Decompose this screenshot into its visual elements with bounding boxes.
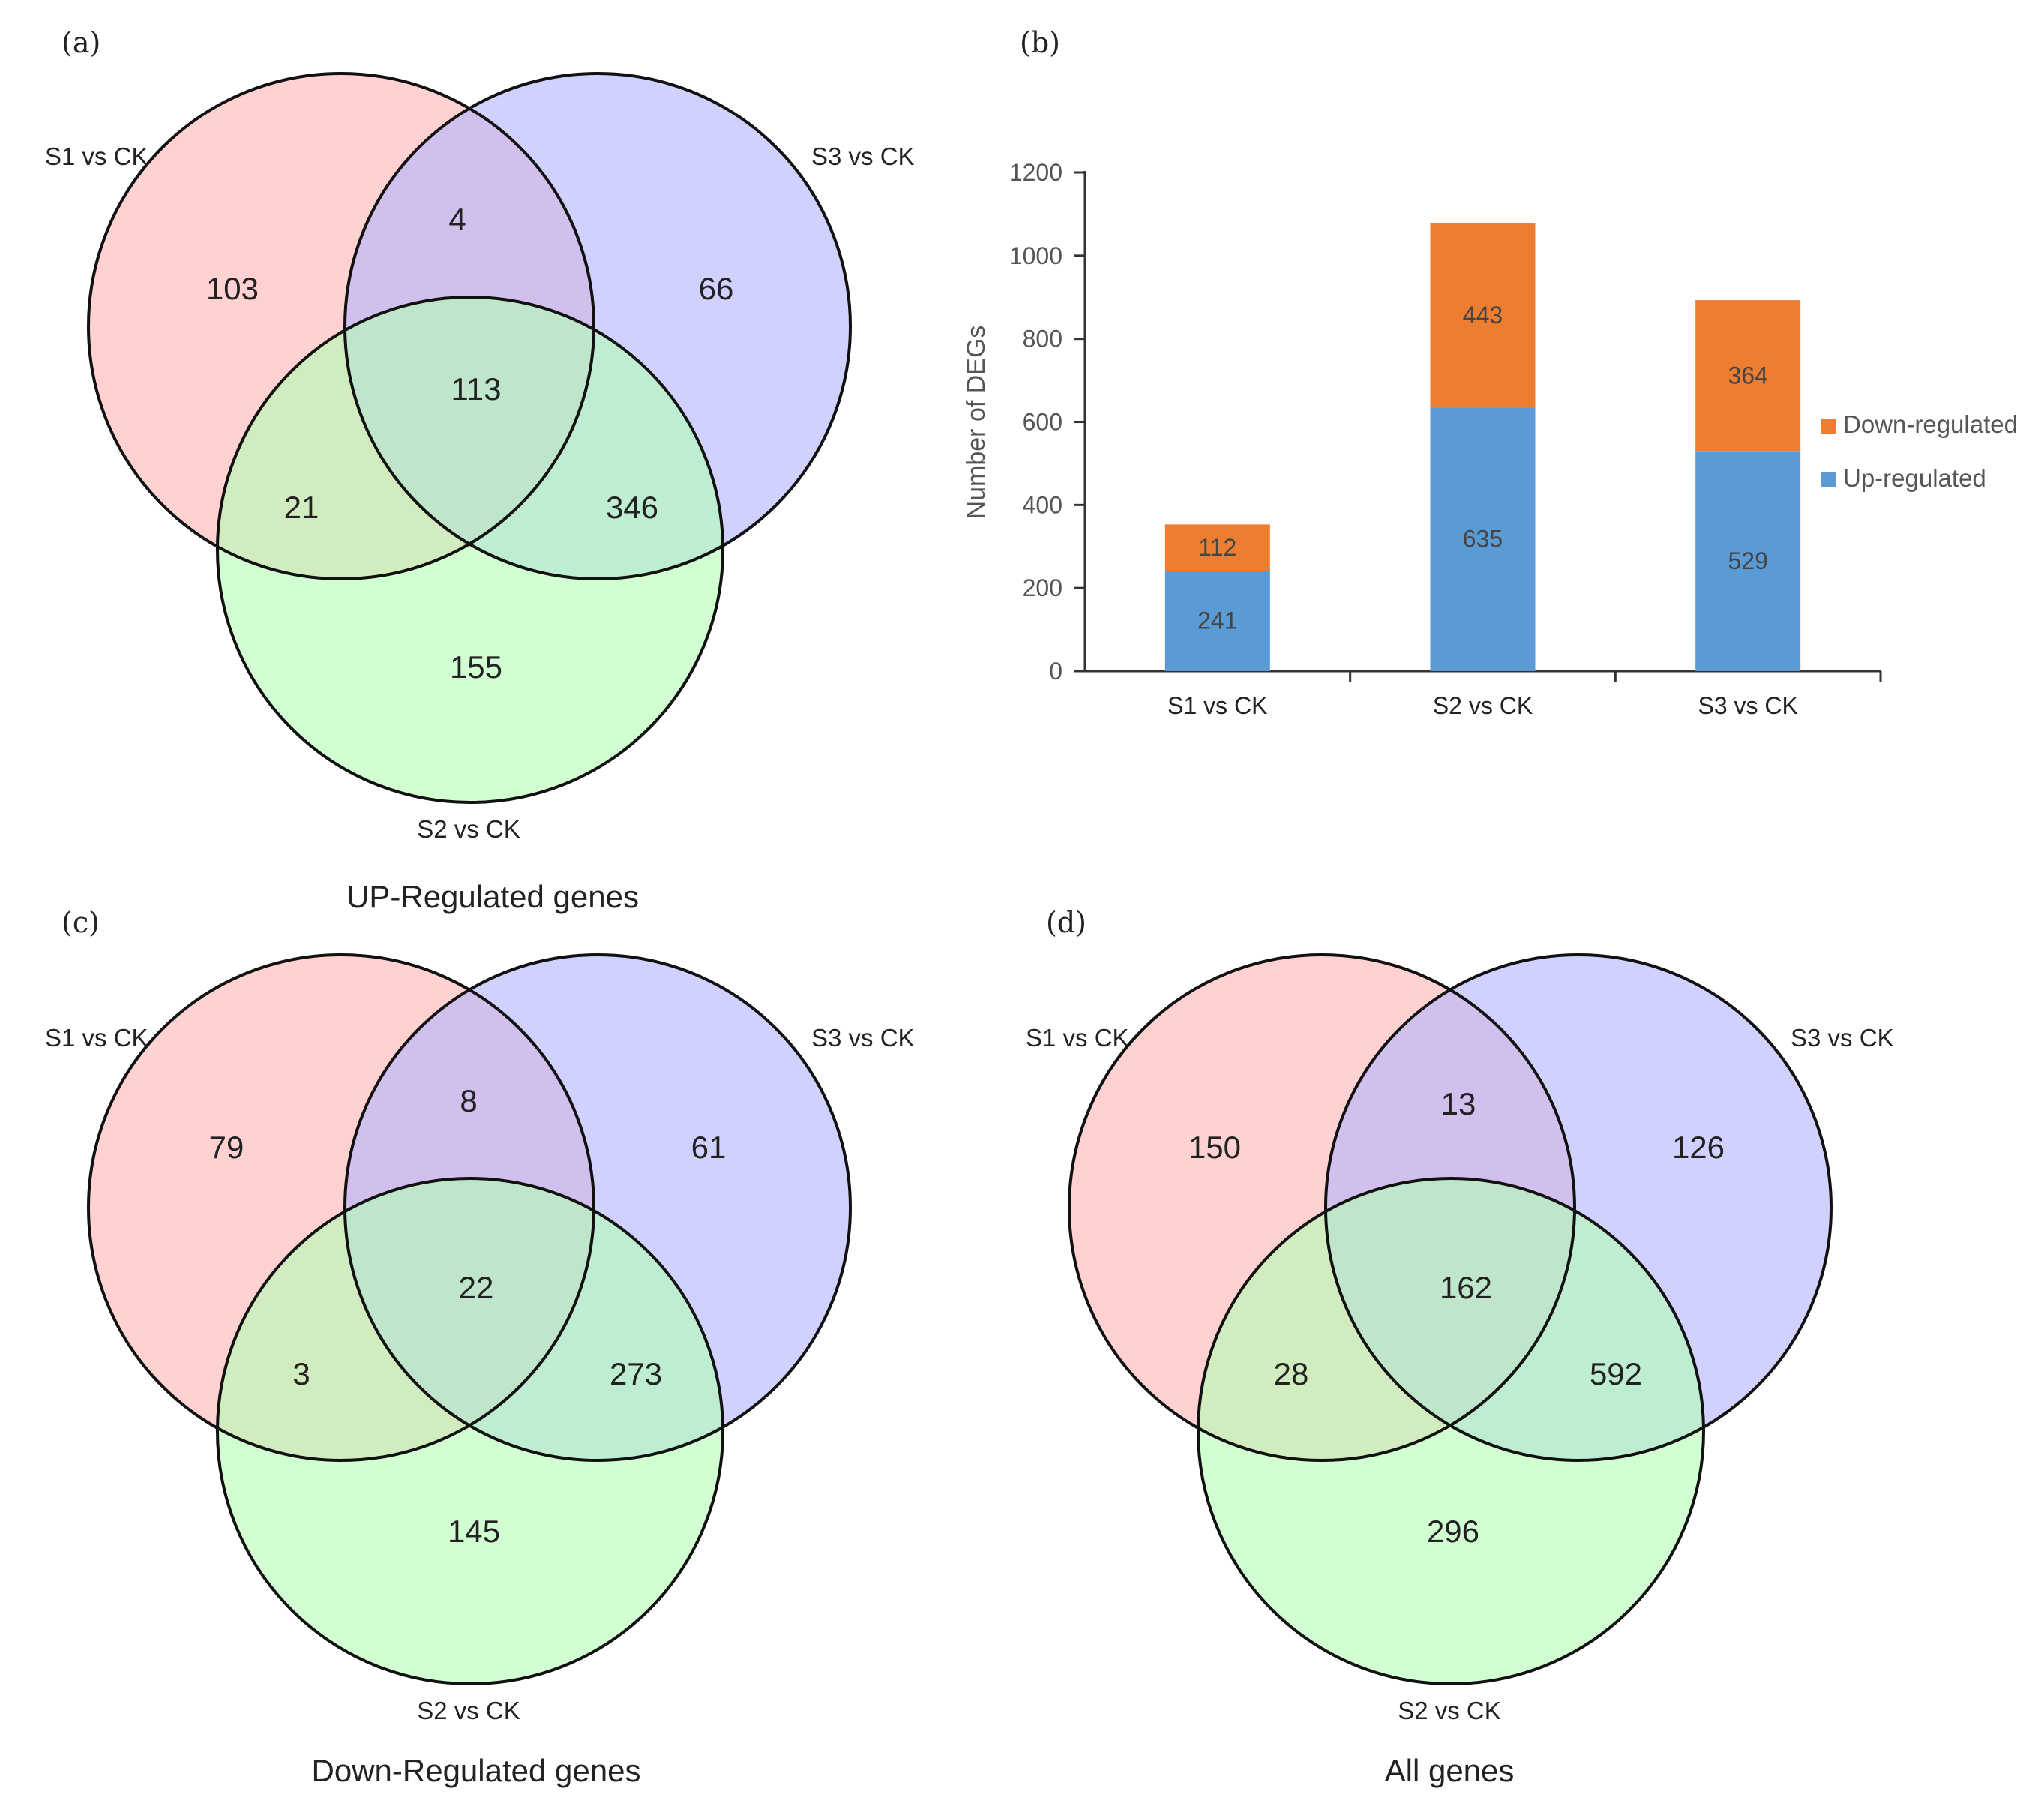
venn-panel-d: (d) S1 vs CK S3 vs CK S2 vs CK 150 126 1… <box>1026 906 1894 1788</box>
bar-up-regulated <box>1164 571 1270 671</box>
bar-down-regulated <box>1164 524 1270 572</box>
legend-swatch <box>1821 418 1836 434</box>
panel-letter-b: (b) <box>1020 26 1060 59</box>
region-s1-s3: 4 <box>448 202 466 237</box>
y-tick-label: 1000 <box>1009 242 1062 269</box>
y-tick-label: 600 <box>1023 409 1062 436</box>
y-axis-title: Number of DEGs <box>962 326 991 520</box>
region-s1-only: 79 <box>209 1130 244 1165</box>
data-label-down: 364 <box>1728 362 1767 388</box>
bar-up-regulated <box>1695 451 1801 671</box>
panel-letter-c: (c) <box>61 906 100 939</box>
region-s1-only: 103 <box>206 271 259 306</box>
venn-outline-s3 <box>1324 953 1833 1462</box>
panel-title-d: All genes <box>1385 1753 1515 1788</box>
venn-outline-s3 <box>343 72 852 580</box>
region-all: 22 <box>459 1270 494 1305</box>
set-label-s2: S2 vs CK <box>417 815 520 843</box>
region-s3-only: 66 <box>699 271 734 306</box>
data-label-down: 112 <box>1198 534 1236 561</box>
venn-panel-a: (a) S1 vs CK S3 vs CK S2 vs CK 103 66 4 … <box>45 26 915 914</box>
set-label-s2: S2 vs CK <box>417 1696 520 1724</box>
venn-outline-s1 <box>87 953 595 1462</box>
region-s3-only: 126 <box>1672 1130 1725 1165</box>
bar-down-regulated <box>1430 223 1536 408</box>
venn-outline-s2 <box>216 296 724 804</box>
panel-letter-d: (d) <box>1046 906 1086 939</box>
x-tick-label: S1 vs CK <box>1167 692 1267 719</box>
set-label-s1: S1 vs CK <box>45 1024 148 1052</box>
venn-outline-s2 <box>1197 1177 1705 1685</box>
region-s1-s2: 3 <box>292 1356 310 1391</box>
region-s2-only: 155 <box>450 650 502 685</box>
y-tick-label: 1200 <box>1009 159 1062 186</box>
legend-swatch <box>1821 472 1836 488</box>
set-label-s3: S3 vs CK <box>1791 1024 1894 1052</box>
venn-outline-s1 <box>1068 953 1576 1462</box>
data-label-down: 443 <box>1463 302 1503 328</box>
region-s3-only: 61 <box>691 1130 727 1165</box>
y-tick-label: 0 <box>1049 658 1062 685</box>
region-s1-only: 150 <box>1188 1130 1241 1165</box>
legend-label: Up-regulated <box>1843 464 1986 492</box>
set-label-s2: S2 vs CK <box>1398 1696 1501 1724</box>
region-s1-s3: 8 <box>460 1083 477 1118</box>
y-tick-label: 200 <box>1023 574 1062 602</box>
data-label-up: 635 <box>1463 526 1503 553</box>
set-label-s1: S1 vs CK <box>1026 1024 1129 1052</box>
venn-circle-s2 <box>217 1178 723 1684</box>
bar-down-regulated <box>1695 300 1801 452</box>
venn-circle-s2 <box>217 297 723 802</box>
bar-up-regulated <box>1430 407 1536 671</box>
data-label-up: 529 <box>1728 548 1767 574</box>
region-all: 162 <box>1440 1270 1492 1305</box>
venn-outline-s2 <box>216 1177 724 1685</box>
region-s1-s2: 21 <box>284 490 319 525</box>
region-s2-only: 296 <box>1427 1514 1479 1549</box>
panel-letter-a: (a) <box>61 26 100 59</box>
chart-bars: 241 112 635 443 529 364 <box>1164 223 1801 671</box>
panel-title-c: Down-Regulated genes <box>312 1753 641 1788</box>
venn-circle-s2 <box>1198 1178 1704 1684</box>
x-tick-label: S3 vs CK <box>1698 692 1797 719</box>
data-label-up: 241 <box>1197 608 1237 634</box>
venn-panel-c: (c) S1 vs CK S3 vs CK S2 vs CK 79 61 8 2… <box>45 906 915 1788</box>
region-s2-s3: 592 <box>1590 1356 1642 1391</box>
panel-title-a: UP-Regulated genes <box>346 879 639 914</box>
region-s2-only: 145 <box>448 1514 500 1549</box>
region-s2-s3: 273 <box>610 1356 662 1391</box>
region-s2-s3: 346 <box>606 490 658 525</box>
region-s1-s3: 13 <box>1441 1086 1476 1121</box>
set-label-s3: S3 vs CK <box>811 1024 915 1052</box>
bar-chart-panel-b: (b) Number of DEGs 0 200 400 600 800 1000 1200… <box>962 26 2018 719</box>
region-all: 113 <box>451 371 502 406</box>
x-tick-label: S2 vs CK <box>1433 692 1533 719</box>
set-label-s1: S1 vs CK <box>45 142 148 170</box>
venn-outline-s3 <box>343 953 852 1462</box>
chart-legend: Down-regulated Up-regulated <box>1821 410 2018 492</box>
y-tick-label: 800 <box>1023 326 1062 352</box>
set-label-s3: S3 vs CK <box>811 142 915 170</box>
venn-outline-s1 <box>87 72 595 580</box>
y-tick-label: 400 <box>1023 491 1062 518</box>
legend-label: Down-regulated <box>1843 410 2018 438</box>
region-s1-s2: 28 <box>1274 1356 1309 1391</box>
